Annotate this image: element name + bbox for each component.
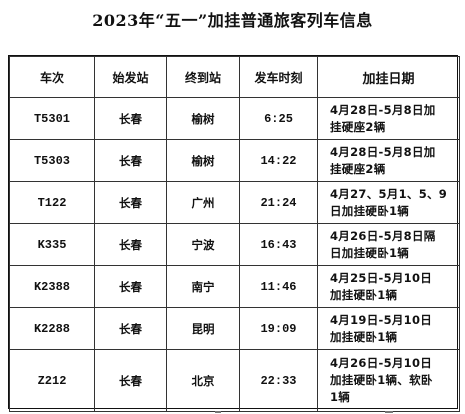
table-row: T122 长春 广州 21:24 4月27、5月1、5、9 日加挂硬卧1辆	[9, 181, 460, 224]
cell-destination: 广州	[166, 181, 240, 224]
cell-departure: 16:43	[239, 223, 318, 266]
header-train-no: 车次	[9, 56, 95, 98]
table-row: Z212 长春 北京 22:33 4月26日-5月10日 加挂硬卧1辆、软卧 1…	[9, 349, 460, 412]
table-header-row: 车次 始发站 终到站 发车时刻 加挂日期	[9, 56, 460, 98]
dates-line: 4月25日-5月10日	[330, 270, 433, 285]
cell-origin: 长春	[94, 223, 167, 266]
header-origin: 始发站	[94, 56, 167, 98]
dates-line: 4月28日-5月8日加	[330, 144, 436, 159]
cell-origin: 长春	[94, 181, 167, 224]
cell-destination: 北京	[166, 349, 240, 412]
cell-dates: 4月28日-5月8日加 挂硬座2辆	[317, 139, 460, 182]
cell-dates: 4月19日-5月10日 加挂硬卧1辆	[317, 307, 460, 350]
page-mark	[385, 411, 393, 413]
table-row: K2288 长春 昆明 19:09 4月19日-5月10日 加挂硬卧1辆	[9, 307, 460, 350]
dates-line: 挂硬座2辆	[330, 119, 386, 134]
cell-train-no: K2288	[9, 307, 95, 350]
cell-train-no: T5301	[9, 97, 95, 140]
cell-destination: 宁波	[166, 223, 240, 266]
train-info-table: 车次 始发站 终到站 发车时刻 加挂日期 T5301 长春 榆树 6:25 4月…	[9, 56, 460, 412]
cell-departure: 22:33	[239, 349, 318, 412]
dates-line: 加挂硬卧1辆	[330, 287, 398, 302]
header-dates: 加挂日期	[317, 56, 460, 98]
cell-train-no: T122	[9, 181, 95, 224]
dates-line: 挂硬座2辆	[330, 161, 386, 176]
document-title: 2023年“五一”加挂普通旅客列车信息	[92, 11, 373, 30]
dates-line: 加挂硬卧1辆	[330, 329, 398, 344]
cell-destination: 榆树	[166, 139, 240, 182]
dates-line: 4月28日-5月8日加	[330, 102, 436, 117]
cell-departure: 6:25	[239, 97, 318, 140]
page-mark	[215, 411, 221, 413]
cell-train-no: K2388	[9, 265, 95, 308]
cell-dates: 4月28日-5月8日加 挂硬座2辆	[317, 97, 460, 140]
dates-line: 日加挂硬卧1辆	[330, 245, 410, 260]
cell-origin: 长春	[94, 349, 167, 412]
cell-destination: 榆树	[166, 97, 240, 140]
dates-line: 4月26日-5月8日隔	[330, 228, 436, 243]
cell-origin: 长春	[94, 265, 167, 308]
table-row: K335 长春 宁波 16:43 4月26日-5月8日隔 日加挂硬卧1辆	[9, 223, 460, 266]
cell-destination: 南宁	[166, 265, 240, 308]
cell-origin: 长春	[94, 97, 167, 140]
dates-line: 日加挂硬卧1辆	[330, 203, 410, 218]
dates-line: 加挂硬卧1辆、软卧	[330, 373, 433, 387]
dates-line: 4月27、5月1、5、9	[330, 186, 448, 201]
dates-line: 1辆	[330, 390, 351, 404]
cell-dates: 4月26日-5月8日隔 日加挂硬卧1辆	[317, 223, 460, 266]
page-edge-marks	[215, 410, 395, 414]
cell-departure: 14:22	[239, 139, 318, 182]
cell-origin: 长春	[94, 307, 167, 350]
table-row: K2388 长春 南宁 11:46 4月25日-5月10日 加挂硬卧1辆	[9, 265, 460, 308]
cell-departure: 19:09	[239, 307, 318, 350]
cell-dates: 4月27、5月1、5、9 日加挂硬卧1辆	[317, 181, 460, 224]
cell-train-no: K335	[9, 223, 95, 266]
cell-dates: 4月25日-5月10日 加挂硬卧1辆	[317, 265, 460, 308]
cell-origin: 长春	[94, 139, 167, 182]
dates-line: 4月19日-5月10日	[330, 312, 433, 327]
table-row: T5303 长春 榆树 14:22 4月28日-5月8日加 挂硬座2辆	[9, 139, 460, 182]
cell-train-no: Z212	[9, 349, 95, 412]
cell-destination: 昆明	[166, 307, 240, 350]
cell-departure: 11:46	[239, 265, 318, 308]
train-info-table-frame: 车次 始发站 终到站 发车时刻 加挂日期 T5301 长春 榆树 6:25 4月…	[8, 55, 460, 412]
table-row: T5301 长春 榆树 6:25 4月28日-5月8日加 挂硬座2辆	[9, 97, 460, 140]
header-destination: 终到站	[166, 56, 240, 98]
cell-train-no: T5303	[9, 139, 95, 182]
header-departure: 发车时刻	[239, 56, 318, 98]
cell-dates: 4月26日-5月10日 加挂硬卧1辆、软卧 1辆	[317, 349, 460, 412]
dates-line: 4月26日-5月10日	[330, 356, 433, 370]
cell-departure: 21:24	[239, 181, 318, 224]
